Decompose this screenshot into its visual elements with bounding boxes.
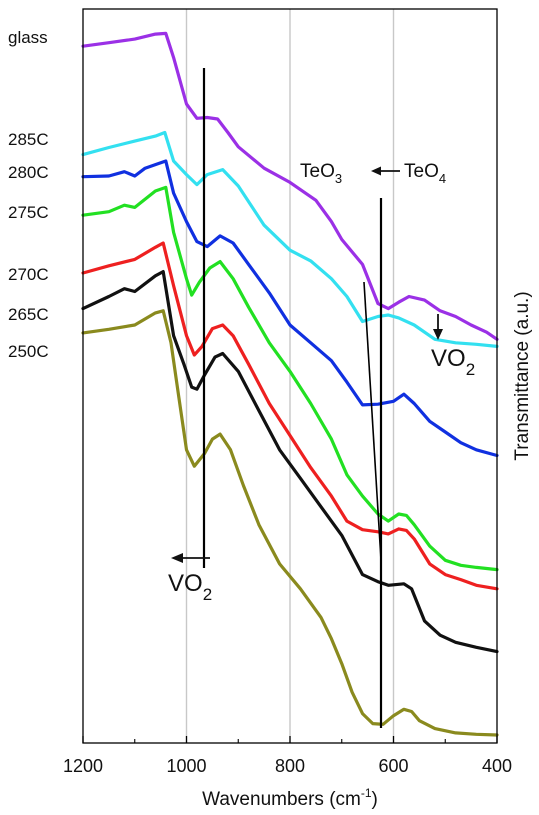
x-tick-label: 800 [275, 756, 305, 776]
x-tick-label: 1000 [166, 756, 206, 776]
series-line-280C [81, 159, 499, 458]
series-label-285C: 285C [8, 130, 49, 149]
vo2-right-arrow [433, 314, 443, 340]
series-line-270C [81, 241, 499, 591]
vo2-left-label: VO2 [168, 570, 212, 604]
x-tick-label: 1200 [63, 756, 103, 776]
series-label-280C: 280C [8, 163, 49, 182]
teo3-label: TeO3 [300, 161, 342, 186]
series-label-glass: glass [8, 28, 48, 47]
series-label-275C: 275C [8, 203, 49, 222]
series-lines [81, 31, 499, 737]
vo2-left-arrow [171, 553, 210, 563]
teo-arrow [371, 166, 400, 176]
x-tick-label: 600 [378, 756, 408, 776]
series-labels: glass 285C 280C 275C 270C 265C 250C [8, 28, 49, 361]
vo2-right-label: VO2 [431, 345, 475, 379]
series-line-285C [81, 130, 499, 348]
x-ticks: 1200 1000 800 600 400 [63, 736, 512, 776]
series-line-250C [81, 309, 499, 737]
y-axis-title: Transmittance (a.u.) [512, 291, 533, 460]
series-label-265C: 265C [8, 305, 49, 324]
series-line-glass [81, 31, 499, 341]
series-label-250C: 250C [8, 342, 49, 361]
series-line-265C [81, 270, 499, 654]
x-axis-title: Wavenumbers (cm-1) [202, 786, 378, 810]
reference-lines [202, 68, 383, 728]
series-line-275C [81, 185, 499, 572]
series-label-270C: 270C [8, 265, 49, 284]
x-tick-label: 400 [482, 756, 512, 776]
teo4-label: TeO4 [404, 161, 446, 186]
teo-slanted-line [363, 281, 382, 561]
